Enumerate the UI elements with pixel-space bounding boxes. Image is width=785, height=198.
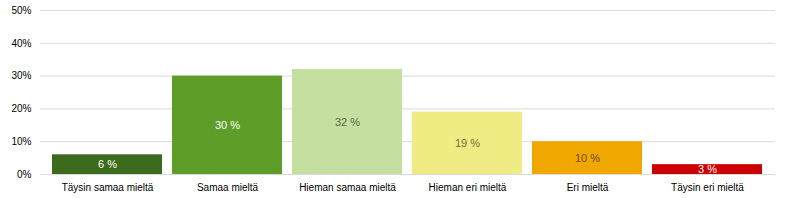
svg-text:Hieman eri mieltä: Hieman eri mieltä: [429, 182, 507, 193]
svg-text:3 %: 3 %: [698, 163, 717, 175]
svg-text:Täysin samaa mieltä: Täysin samaa mieltä: [62, 182, 154, 193]
svg-text:20%: 20%: [11, 103, 31, 114]
svg-text:30%: 30%: [11, 70, 31, 81]
svg-text:Samaa mieltä: Samaa mieltä: [197, 182, 259, 193]
svg-text:19 %: 19 %: [455, 137, 480, 149]
svg-text:32 %: 32 %: [335, 116, 360, 128]
svg-text:50%: 50%: [11, 5, 31, 16]
svg-text:10%: 10%: [11, 136, 31, 147]
svg-text:Hieman samaa mieltä: Hieman samaa mieltä: [299, 182, 396, 193]
svg-text:6 %: 6 %: [98, 158, 117, 170]
svg-text:10 %: 10 %: [575, 152, 600, 164]
svg-text:0%: 0%: [17, 169, 32, 180]
svg-text:Täysin eri mieltä: Täysin eri mieltä: [671, 182, 744, 193]
svg-text:Eri mieltä: Eri mieltä: [567, 182, 609, 193]
svg-text:40%: 40%: [11, 38, 31, 49]
svg-text:30 %: 30 %: [215, 119, 240, 131]
